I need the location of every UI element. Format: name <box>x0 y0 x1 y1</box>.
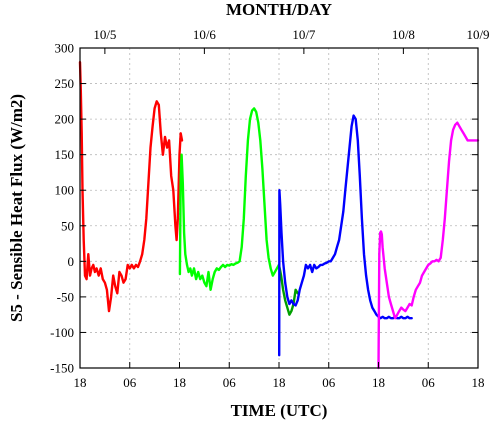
series-line-4 <box>278 114 413 357</box>
y-tick-label: 100 <box>55 183 75 198</box>
x-tick-label: 18 <box>372 375 385 390</box>
x-tick-label: 18 <box>173 375 186 390</box>
y-tick-label: 300 <box>55 41 75 56</box>
x-tick-label: 18 <box>273 375 286 390</box>
y-axis-title: S5 - Sensible Heat Flux (W/m2) <box>7 94 26 322</box>
y-tick-label: -50 <box>57 289 74 304</box>
y-tick-label: 50 <box>61 218 74 233</box>
x-tick-label: 06 <box>123 375 137 390</box>
axis-ticks <box>79 47 479 369</box>
series-line-2 <box>178 107 281 291</box>
y-tick-label: 0 <box>68 254 75 269</box>
x2-tick-label: 10/5 <box>93 27 116 42</box>
x2-tick-label: 10/8 <box>392 27 415 42</box>
top-axis-title: MONTH/DAY <box>226 0 332 19</box>
axis-tick-labels: -150 -100 -50 0 50 100 150 200 250 300 18 06 18 06 18 0… <box>50 27 489 390</box>
series-layer <box>78 61 480 370</box>
x-tick-label: 18 <box>472 375 485 390</box>
y-tick-label: 150 <box>55 147 75 162</box>
series-line-5 <box>377 121 480 370</box>
x2-tick-label: 10/7 <box>292 27 316 42</box>
y-tick-label: 250 <box>55 76 75 91</box>
x2-tick-label: 10/6 <box>193 27 217 42</box>
x-tick-label: 06 <box>422 375 436 390</box>
y-tick-label: -100 <box>50 325 74 340</box>
x-tick-label: 06 <box>223 375 237 390</box>
x-axis-title: TIME (UTC) <box>231 401 328 420</box>
x-tick-label: 06 <box>322 375 336 390</box>
series-line-3 <box>277 263 299 316</box>
series-line-1 <box>78 61 184 313</box>
y-tick-label: 200 <box>55 112 75 127</box>
x-tick-label: 18 <box>74 375 87 390</box>
y-tick-label: -150 <box>50 361 74 376</box>
x2-tick-label: 10/9 <box>466 27 489 42</box>
